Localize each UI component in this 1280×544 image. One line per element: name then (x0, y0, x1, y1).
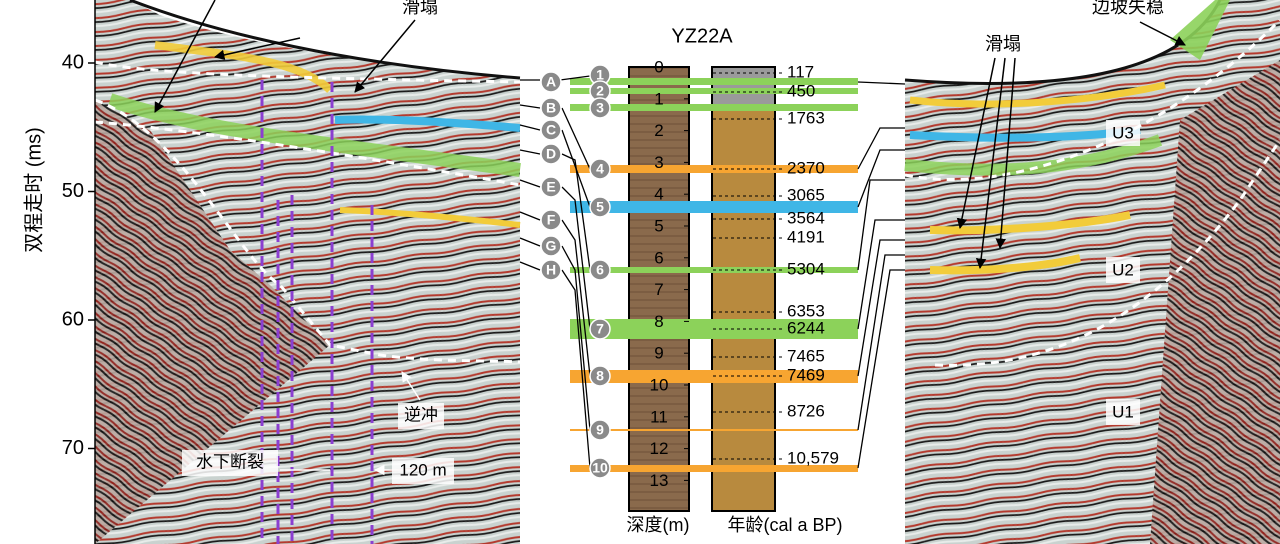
unit-label: U1 (1112, 402, 1134, 421)
y-tick-label: 50 (62, 180, 84, 202)
y-tick-label: 60 (62, 308, 84, 330)
age-label: 450 (787, 81, 815, 100)
event-marker (589, 196, 611, 218)
horizon-label: D (546, 146, 556, 162)
depth-label: 深度(m) (627, 515, 690, 535)
age-label: 年龄(cal a BP) (727, 515, 842, 535)
depth-tick-label: 11 (650, 407, 668, 426)
age-label: 1763 (787, 108, 825, 127)
depth-tick-label: 3 (654, 153, 663, 172)
depth-tick-label: 6 (654, 248, 663, 267)
depth-tick-label: 12 (650, 439, 669, 458)
horizon-marker (540, 143, 562, 165)
depth-tick-label: 10 (650, 375, 669, 394)
y-tick-label: 40 (62, 51, 84, 73)
event-marker (589, 419, 611, 441)
annotation: 边坡失稳 (1092, 0, 1164, 17)
event-label: 7 (596, 321, 604, 337)
y-axis-label: 双程走时 (ms) (22, 127, 45, 253)
left-seismic (94, 0, 521, 544)
event-label: 1 (596, 67, 604, 83)
annotation: 水下断裂 (196, 452, 264, 471)
event-marker (589, 97, 611, 119)
depth-tick-label: 5 (654, 216, 663, 235)
horizon-label: E (546, 179, 555, 195)
event-label: 3 (596, 100, 604, 116)
horizon-marker (540, 97, 562, 119)
event-marker (589, 259, 611, 281)
horizon-marker (540, 235, 562, 257)
event-label: 2 (596, 83, 604, 99)
age-label: 117 (787, 62, 814, 81)
y-tick-label: 70 (62, 437, 84, 459)
core-title: YZ22A (671, 25, 733, 47)
annotation: 滑塌 (985, 34, 1021, 54)
horizon-marker (540, 259, 562, 281)
age-label: 7465 (787, 346, 825, 365)
event-marker (589, 158, 611, 180)
age-label: 6353 (787, 301, 825, 320)
age-label: 8726 (787, 401, 825, 420)
horizon-label: G (546, 238, 557, 254)
horizon-marker (540, 71, 562, 93)
age-label: 5304 (787, 259, 825, 278)
depth-tick-label: 13 (650, 471, 669, 490)
event-marker (589, 318, 611, 340)
event-label: 8 (596, 368, 604, 384)
horizon-label: B (546, 100, 556, 116)
core-panel (519, 66, 906, 512)
depth-tick-label: 2 (654, 121, 663, 140)
horizon-marker (540, 209, 562, 231)
horizon-label: H (546, 262, 556, 278)
event-label: 5 (596, 199, 604, 215)
horizon-marker (540, 176, 562, 198)
age-label: 6244 (787, 318, 825, 337)
horizon-label: C (546, 122, 556, 138)
annotation: 120 m (399, 460, 446, 479)
right-seismic (904, 0, 1280, 544)
unit-label: U3 (1112, 123, 1134, 142)
depth-tick-label: 9 (654, 344, 663, 363)
age-label: 3065 (787, 185, 825, 204)
horizon-marker (540, 119, 562, 141)
horizon-label: F (547, 212, 556, 228)
unit-label: U2 (1112, 260, 1134, 279)
event-label: 9 (596, 422, 604, 438)
age-label: 4191 (787, 227, 825, 246)
age-label: 2370 (787, 158, 825, 177)
depth-tick-label: 0 (654, 57, 663, 76)
event-label: 4 (596, 161, 604, 177)
event-label: 10 (592, 460, 608, 476)
depth-tick-label: 8 (654, 312, 663, 331)
depth-tick-label: 4 (654, 185, 663, 204)
age-label: 3564 (787, 208, 825, 227)
event-marker (589, 365, 611, 387)
event-marker (589, 457, 611, 479)
event-label: 6 (596, 262, 604, 278)
horizon-label: A (546, 74, 556, 90)
annotation: 滑塌 (402, 0, 438, 17)
depth-tick-label: 7 (654, 280, 663, 299)
annotation: 逆冲 (404, 405, 438, 424)
depth-tick-label: 1 (654, 89, 663, 108)
age-label: 7469 (787, 365, 825, 384)
age-label: 10,579 (787, 448, 839, 467)
